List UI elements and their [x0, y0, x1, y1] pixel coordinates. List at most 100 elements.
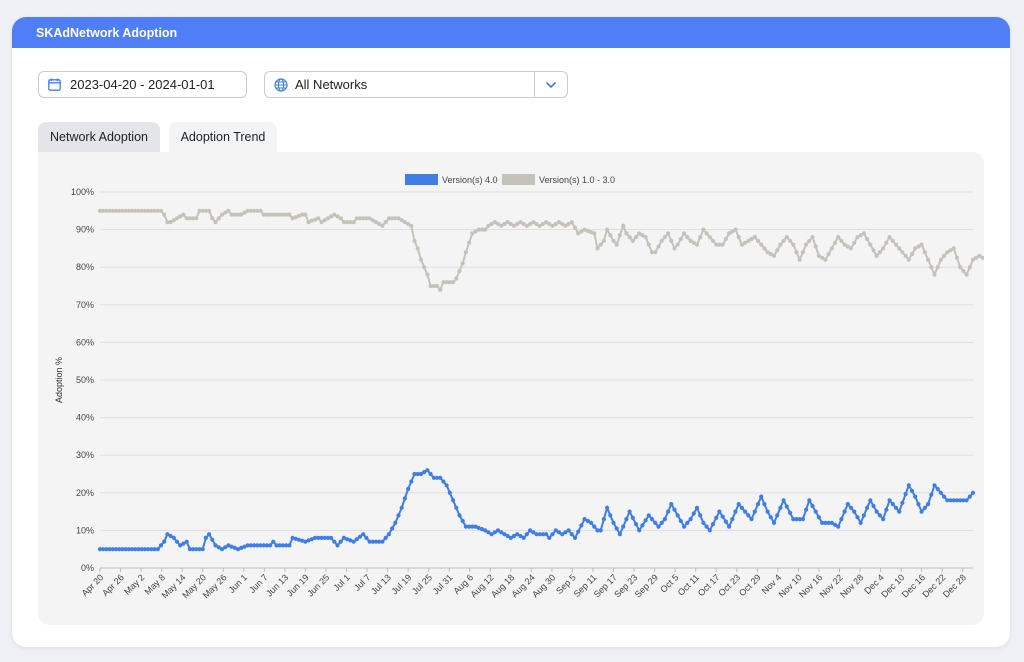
data-point: [839, 238, 844, 243]
data-point: [152, 208, 157, 213]
data-point: [582, 517, 587, 522]
data-point: [473, 524, 478, 529]
x-tick-label: Jul 19: [389, 572, 413, 596]
data-point: [784, 235, 789, 240]
data-point: [743, 509, 748, 514]
data-point: [133, 208, 138, 213]
data-point: [868, 242, 873, 247]
data-point: [524, 532, 529, 537]
data-point: [678, 518, 684, 524]
data-point: [438, 287, 443, 292]
data-point: [688, 238, 693, 243]
calendar-icon: [48, 78, 62, 92]
data-point: [832, 240, 838, 245]
data-point: [938, 490, 944, 495]
data-point: [865, 236, 870, 242]
data-point: [893, 242, 899, 247]
data-point: [168, 533, 173, 539]
data-point: [881, 517, 886, 522]
data-point: [268, 212, 273, 217]
data-point: [749, 517, 754, 522]
data-point: [977, 253, 982, 258]
date-range-picker[interactable]: 2023-04-20 - 2024-01-01: [38, 71, 247, 98]
y-tick-label: 80%: [76, 262, 94, 272]
data-point: [656, 244, 661, 249]
data-point: [656, 524, 661, 529]
data-point: [261, 212, 266, 217]
data-point: [126, 208, 131, 213]
chevron-down-icon[interactable]: [534, 72, 567, 97]
data-point: [200, 547, 205, 552]
data-point: [258, 543, 263, 548]
data-point: [194, 216, 199, 221]
data-point: [621, 524, 626, 529]
data-point: [367, 216, 372, 221]
data-point: [274, 543, 279, 548]
data-point: [216, 545, 221, 550]
data-point: [348, 220, 353, 225]
data-point: [601, 238, 607, 243]
legend-swatch: [405, 174, 438, 185]
data-point: [345, 537, 350, 542]
data-point: [887, 235, 892, 240]
data-point: [576, 529, 581, 534]
data-point: [842, 242, 847, 247]
data-point: [479, 227, 484, 232]
data-point: [229, 212, 234, 217]
tab-adoption-trend[interactable]: Adoption Trend: [169, 122, 277, 152]
data-point: [691, 511, 696, 516]
data-point: [447, 280, 452, 285]
data-point: [335, 214, 340, 219]
data-point: [672, 246, 677, 251]
data-point: [778, 242, 783, 247]
data-point: [264, 212, 269, 217]
data-point: [499, 530, 504, 535]
data-point: [560, 221, 565, 227]
data-point: [181, 212, 186, 217]
tab-network-adoption[interactable]: Network Adoption: [38, 122, 160, 152]
data-point: [268, 543, 273, 548]
skadnetwork-card: SKAdNetwork Adoption 2023-04-20 - 2024-0…: [12, 17, 1010, 647]
data-point: [662, 235, 668, 240]
data-point: [845, 244, 850, 249]
data-point: [306, 220, 311, 225]
data-point: [752, 509, 757, 514]
data-point: [746, 513, 751, 518]
data-point: [463, 524, 468, 529]
data-point: [961, 498, 966, 503]
data-point: [592, 524, 597, 529]
data-point: [345, 220, 350, 225]
data-point: [444, 483, 449, 488]
data-point: [146, 208, 151, 213]
data-point: [418, 257, 424, 262]
data-point: [377, 221, 382, 227]
data-point: [309, 537, 314, 542]
data-point: [184, 216, 189, 221]
data-point: [540, 532, 545, 537]
x-tick-label: Oct 29: [737, 572, 763, 598]
data-point: [511, 223, 517, 228]
data-point: [194, 547, 199, 552]
data-point: [906, 483, 911, 488]
x-tick-label: Aug 30: [530, 572, 557, 599]
data-point: [848, 246, 854, 251]
y-tick-label: 100%: [71, 187, 94, 197]
data-point: [755, 238, 761, 243]
data-point: [409, 223, 414, 228]
data-point: [390, 216, 395, 221]
data-point: [617, 532, 623, 537]
data-point: [967, 265, 972, 270]
legend-label: Version(s) 1.0 - 3.0: [539, 175, 615, 185]
data-point: [226, 543, 231, 548]
data-point: [922, 505, 928, 510]
data-point: [810, 235, 815, 240]
data-point: [123, 547, 128, 552]
data-point: [637, 231, 642, 236]
network-select[interactable]: All Networks: [264, 71, 568, 98]
data-point: [293, 536, 298, 541]
data-point: [457, 513, 462, 518]
date-range-value: 2023-04-20 - 2024-01-01: [70, 77, 215, 92]
data-point: [508, 221, 513, 227]
data-point: [614, 242, 619, 247]
data-point: [354, 537, 359, 542]
